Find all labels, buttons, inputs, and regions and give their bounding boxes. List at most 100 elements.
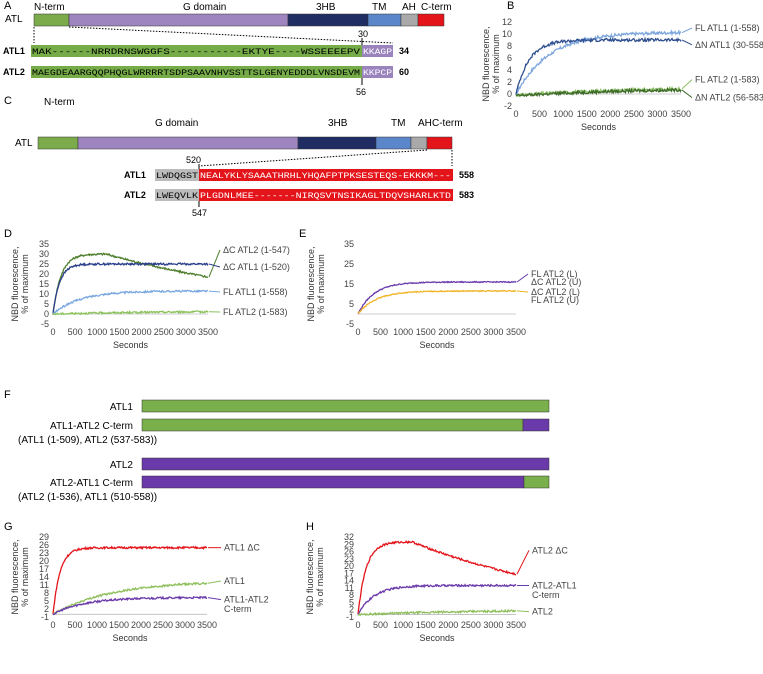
- x-axis-label: Seconds: [581, 122, 617, 132]
- legend-connector: [207, 597, 222, 601]
- series-line-1: [357, 280, 517, 315]
- x-axis-label: Seconds: [112, 633, 148, 643]
- x-tick-label: 3000: [647, 109, 667, 119]
- x-tick-label: 1000: [393, 620, 413, 630]
- y-tick-label: 20: [39, 269, 49, 279]
- x-axis-label: Seconds: [113, 340, 149, 350]
- x-tick-label: 1000: [393, 327, 413, 337]
- x-tick-label: 2500: [461, 327, 481, 337]
- f-atl1-atl2-bar-main: [141, 418, 524, 432]
- atl2-seq-box: [31, 66, 362, 78]
- y-axis-label: NBD fluorescence,: [10, 246, 20, 321]
- atl1-seq-label: ATL1: [3, 46, 25, 56]
- y-tick-label: 23: [39, 548, 49, 558]
- x-tick-label: 2500: [461, 620, 481, 630]
- x-tick-label: 2500: [154, 327, 174, 337]
- c-domain-label-nterm: N-term: [44, 97, 75, 108]
- y-tick-label: 0: [44, 309, 49, 319]
- y-tick-label: 17: [39, 564, 49, 574]
- x-tick-label: 3500: [506, 620, 526, 630]
- x-tick-label: 500: [532, 109, 547, 119]
- y-tick-label: 5: [349, 299, 354, 309]
- domain-label-tm: TM: [372, 2, 386, 13]
- c-3hb-bar: [297, 136, 377, 150]
- legend-connector: [208, 263, 221, 268]
- f-row3-label: ATL2: [110, 460, 134, 471]
- x-tick-label: 1500: [416, 620, 436, 630]
- panel-f: F ATL1 ATL1-ATL2 C-term (ATL1 (1-509), A…: [4, 389, 550, 503]
- atl1-seq-num: 34: [399, 46, 409, 56]
- y-tick-label: 8: [349, 590, 354, 600]
- panel-d-label: D: [4, 228, 12, 240]
- y-tick-label: 35: [344, 239, 354, 249]
- f-row1-label: ATL1: [110, 402, 134, 413]
- y-tick-label: 20: [344, 561, 354, 571]
- c-atl2-num: 583: [459, 190, 474, 200]
- y-tick-label: 6: [507, 53, 512, 63]
- series-line-3: [52, 595, 207, 616]
- c-domain-label-tm: TM: [391, 118, 405, 129]
- x-axis-label: Seconds: [419, 340, 455, 350]
- y-axis-label: NBD fluorescence,: [481, 26, 491, 101]
- f-row2-label: ATL1-ATL2 C-term: [50, 421, 133, 432]
- domain-label-3hb: 3HB: [316, 2, 336, 13]
- cterm-bar: [417, 13, 445, 27]
- series-label-line2: C-term: [532, 590, 560, 600]
- atl-bar-label: ATL: [5, 14, 23, 25]
- panel-a-label: A: [4, 0, 12, 12]
- series-label: ATL1 ΔC: [224, 543, 260, 553]
- chart-e: -5 5 15 25 35 0 500 1000 1500 2000 2500 3000 3500 Sec…: [306, 239, 581, 350]
- y-tick-label: 29: [39, 532, 49, 542]
- y-tick-label: 30: [39, 249, 49, 259]
- y-axis-label: NBD fluorescence,: [306, 246, 316, 321]
- tm-bar: [367, 13, 402, 27]
- x-tick-label: 0: [50, 327, 55, 337]
- y-axis-label-line2: % of maximum: [491, 34, 501, 94]
- y-tick-label: 2: [507, 77, 512, 87]
- atl1-seq: MAK------NRRDRNSWGGFS-----------EKTYE---…: [32, 48, 360, 57]
- y-tick-label: 14: [39, 572, 49, 582]
- c-domain-label-cterm: C-term: [432, 118, 463, 129]
- y-tick-label: 17: [344, 568, 354, 578]
- x-tick-label: 3000: [176, 327, 196, 337]
- series-label: FL ATL2 (1-583): [223, 307, 288, 317]
- series-label: ATL2: [532, 607, 553, 617]
- series-line-2: [52, 261, 209, 315]
- c-domain-label-ah: AH: [418, 118, 432, 129]
- y-tick-label: -1: [41, 612, 49, 622]
- series-line-3: [357, 608, 517, 617]
- series-label: FL ATL2 (L): [531, 269, 578, 279]
- y-axis-label-line2: % of maximum: [315, 547, 325, 607]
- c-nterm-bar: [37, 136, 79, 150]
- c-atl1-seq-label: ATL1: [124, 170, 146, 180]
- c-atl2-seq-label: ATL2: [124, 190, 146, 200]
- y-tick-label: 25: [344, 259, 354, 269]
- y-tick-label: -2: [504, 101, 512, 111]
- f-atl2-atl1-bar-cterm: [523, 475, 550, 489]
- y-axis-label: NBD fluorescence,: [305, 539, 315, 614]
- y-tick-label: 26: [344, 547, 354, 557]
- y-tick-label: 35: [39, 239, 49, 249]
- f-row4-sub: (ATL2 (1-536), ATL1 (510-558)): [18, 492, 157, 503]
- legend-connector: [516, 290, 529, 293]
- f-row4-label: ATL2-ATL1 C-term: [50, 478, 133, 489]
- x-tick-label: 1500: [109, 327, 129, 337]
- c-atl2-grey-box: [155, 189, 199, 201]
- x-tick-label: 500: [68, 327, 83, 337]
- y-tick-label: 15: [344, 279, 354, 289]
- legend-connector: [516, 273, 529, 283]
- c-atl1-grey-box: [155, 169, 199, 181]
- x-tick-label: 3500: [197, 620, 217, 630]
- y-tick-label: 20: [39, 556, 49, 566]
- series-line-1: [52, 545, 208, 615]
- panel-g-label: G: [4, 521, 13, 533]
- atl1-seq-tail-box: [362, 45, 393, 57]
- series-label: FL ATL1 (1-558): [223, 287, 288, 297]
- mark-56: 56: [356, 87, 366, 97]
- legend-connector: [681, 39, 693, 46]
- y-tick-label: 4: [507, 65, 512, 75]
- c-atl2-seq: PLGDNLMEE-------NIRQSVTNSIKAGLTDQVSHARLK…: [200, 192, 451, 201]
- x-tick-label: 500: [373, 327, 388, 337]
